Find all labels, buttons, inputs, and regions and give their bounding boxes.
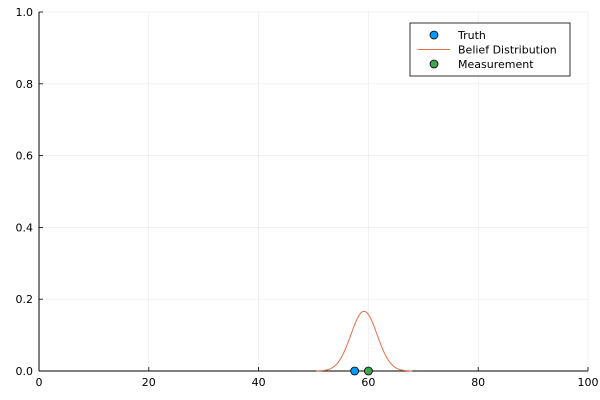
measurement-legend-label: Measurement bbox=[458, 58, 534, 71]
x-tick-label: 40 bbox=[252, 376, 266, 389]
y-tick-label: 0.2 bbox=[16, 293, 34, 306]
y-tick-label: 0.8 bbox=[16, 78, 34, 91]
series bbox=[316, 310, 413, 376]
x-tick-label: 80 bbox=[471, 376, 485, 389]
measurement-legend-swatch bbox=[429, 59, 439, 69]
y-tick-label: 1.0 bbox=[16, 6, 34, 19]
x-tick-label: 20 bbox=[142, 376, 156, 389]
truth-legend-swatch bbox=[429, 30, 439, 40]
truth-point bbox=[350, 366, 360, 376]
grid bbox=[38, 11, 589, 372]
belief-distribution-line bbox=[316, 310, 413, 372]
x-tick-label: 60 bbox=[361, 376, 375, 389]
x-tick-label: 0 bbox=[36, 376, 43, 389]
axes bbox=[38, 11, 589, 372]
y-tick-label: 0.4 bbox=[16, 221, 34, 234]
y-tick-label: 0.6 bbox=[16, 150, 34, 163]
y-tick-label: 0.0 bbox=[16, 365, 34, 378]
measurement-point bbox=[363, 366, 373, 376]
truth-legend-label: Truth bbox=[457, 29, 486, 42]
belief-distribution-legend-label: Belief Distribution bbox=[458, 44, 557, 57]
tick-labels: 0 20 40 60 80 100 0.0 0.2 0.4 0.6 0.8 1.0 bbox=[16, 6, 599, 389]
x-tick-label: 100 bbox=[578, 376, 599, 389]
